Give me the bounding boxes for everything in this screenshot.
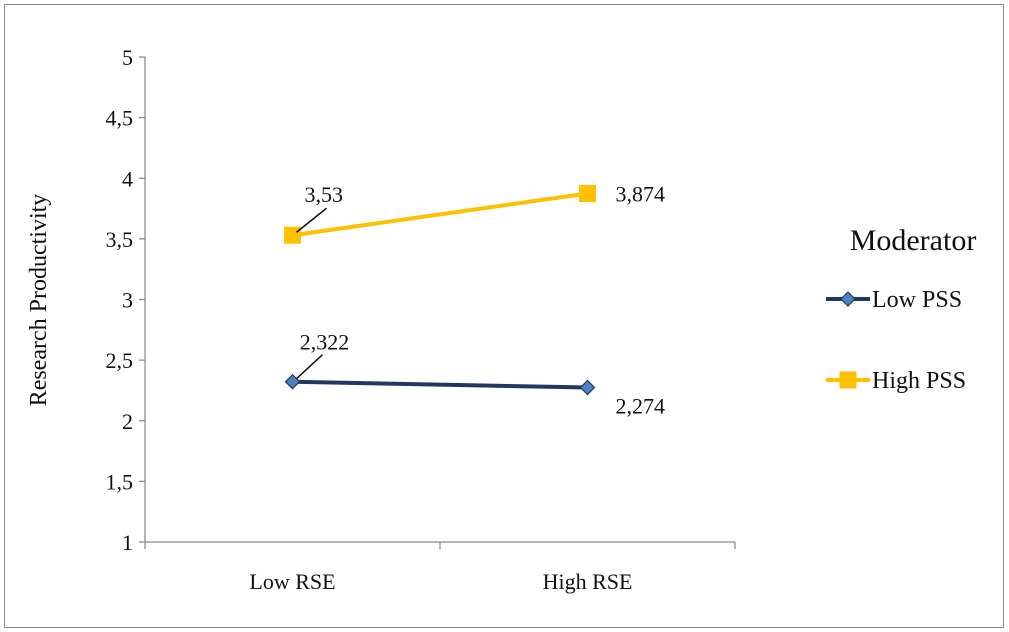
data-label-low-pss-high-rse: 2,274 [616, 394, 666, 419]
y-tick-label: 5 [122, 45, 133, 70]
data-label-high-pss-low-rse: 3,53 [305, 182, 344, 207]
y-tick-label: 1 [122, 530, 133, 555]
data-label-low-pss-low-rse: 2,322 [300, 330, 350, 355]
y-axis: 1 1,5 2 2,5 3 3,5 4 4,5 5 [106, 45, 146, 555]
data-point-high-pss [284, 226, 301, 244]
legend-title: Moderator [850, 224, 977, 257]
data-label-high-pss-high-rse: 3,874 [616, 182, 666, 207]
y-tick-label: 3,5 [106, 227, 134, 252]
y-tick-label: 3 [122, 288, 133, 313]
y-axis-title: Research Productivity [26, 194, 52, 407]
legend-label-high-pss: High PSS [872, 368, 966, 394]
series-layer [284, 185, 596, 396]
y-tick-label: 2,5 [106, 348, 134, 373]
data-labels: 2,322 2,274 3,53 3,874 [295, 182, 666, 419]
y-tick-label: 2 [122, 409, 133, 434]
x-tick-label: Low RSE [249, 569, 335, 594]
leader-line [295, 354, 324, 380]
data-point-high-pss [579, 185, 596, 203]
series-line-low-pss [292, 379, 588, 390]
x-axis: Low RSE High RSE [144, 541, 736, 594]
chart-frame [4, 4, 1004, 628]
y-tick-label: 1,5 [106, 469, 134, 494]
legend: Moderator Low PSS High PSS [826, 224, 976, 394]
data-point-low-pss [579, 379, 596, 396]
leader-line [296, 207, 327, 233]
y-tick-label: 4,5 [106, 106, 134, 131]
legend-marker-high-pss [839, 371, 857, 389]
legend-marker-low-pss [840, 291, 856, 307]
series-line-high-pss [292, 191, 588, 238]
x-tick-label: High RSE [543, 569, 633, 594]
y-tick-label: 4 [122, 166, 133, 191]
legend-label-low-pss: Low PSS [872, 287, 962, 313]
data-point-low-pss [284, 373, 301, 390]
